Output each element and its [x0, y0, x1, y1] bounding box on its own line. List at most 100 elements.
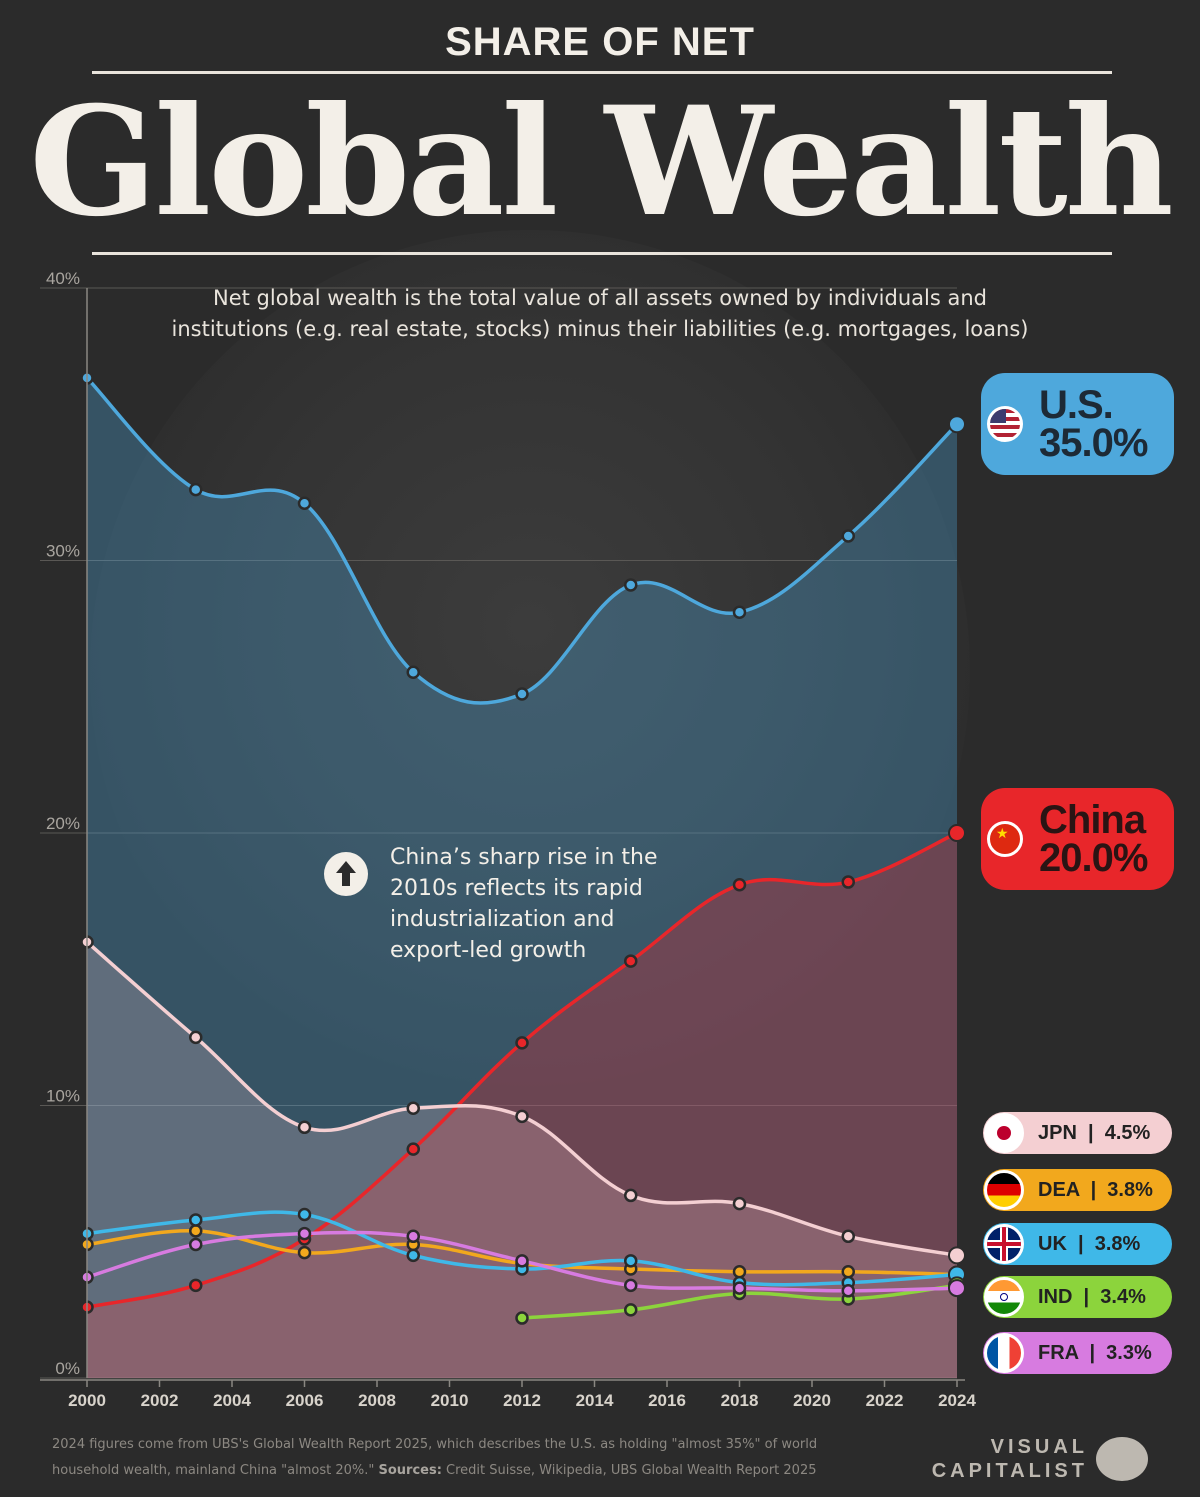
point-jpn — [624, 1188, 638, 1203]
point-jpn — [297, 1120, 312, 1135]
point-china — [515, 1036, 529, 1050]
point-ind — [624, 1303, 638, 1317]
annotation-line-1: China’s sharp rise in the — [390, 845, 658, 870]
point-uk — [189, 1213, 203, 1227]
point-jpn — [732, 1196, 747, 1211]
us-flag-icon — [987, 406, 1023, 442]
series-points — [80, 371, 966, 1325]
annotation-line-2: 2010s reflects its rapid — [390, 876, 643, 901]
sources-text: Credit Suisse, Wikipedia, UBS Global Wea… — [446, 1463, 817, 1478]
point-jpn — [948, 1246, 966, 1265]
point-dea — [189, 1224, 203, 1238]
point-fra — [297, 1226, 312, 1241]
point-us — [948, 415, 966, 434]
point-us — [732, 605, 747, 620]
china-label-name: China — [1039, 798, 1146, 842]
x-tick-label: 2024 — [938, 1391, 976, 1410]
point-us — [297, 496, 312, 511]
chart-subtitle: Net global wealth is the total value of … — [100, 283, 1100, 345]
x-tick-label: 2004 — [213, 1391, 251, 1410]
fra-label-text: FRA | 3.3% — [1038, 1341, 1152, 1364]
point-china — [841, 875, 855, 889]
background-globe — [90, 230, 970, 1110]
point-fra — [406, 1229, 420, 1244]
arrow-up-icon — [324, 852, 368, 896]
line-jpn — [85, 940, 959, 1258]
y-tick-label: 10% — [46, 1087, 80, 1106]
subtitle-line-2: institutions (e.g. real estate, stocks) … — [171, 317, 1029, 341]
logo-line-1: VISUAL — [990, 1436, 1088, 1458]
x-tick-label: 2012 — [503, 1391, 541, 1410]
footnote: 2024 figures come from UBS's Global Weal… — [52, 1432, 852, 1484]
x-tick-label: 2014 — [576, 1391, 614, 1410]
point-dea — [732, 1264, 747, 1279]
point-fra — [841, 1284, 855, 1298]
grid — [40, 287, 957, 1379]
y-tick-label: 40% — [46, 269, 80, 288]
point-dea — [297, 1245, 312, 1260]
japan-flag-icon — [984, 1113, 1024, 1153]
germany-flag-icon — [984, 1170, 1024, 1210]
point-fra — [515, 1254, 529, 1268]
point-fra — [189, 1237, 203, 1252]
x-tick-label: 2022 — [866, 1391, 904, 1410]
brand-logo-icon — [1096, 1437, 1148, 1481]
point-us — [515, 687, 529, 701]
point-china — [732, 878, 747, 892]
dea-label: DEA | 3.8% — [983, 1169, 1172, 1211]
point-uk — [624, 1254, 638, 1268]
point-china — [189, 1278, 203, 1293]
sources-label: Sources: — [378, 1463, 442, 1478]
point-uk — [406, 1248, 420, 1263]
us-label-value: 35.0% — [1039, 421, 1148, 465]
point-uk — [297, 1207, 312, 1222]
x-tick-label: 2002 — [141, 1391, 179, 1410]
china-label-value: 20.0% — [1039, 836, 1148, 880]
point-china — [624, 954, 638, 968]
x-tick-label: 2006 — [286, 1391, 324, 1410]
point-us — [624, 578, 638, 592]
x-tick-label: 2018 — [721, 1391, 759, 1410]
uk-label-text: UK | 3.8% — [1038, 1232, 1141, 1255]
bottom-rule — [92, 252, 1112, 255]
china-flag-icon: ★ — [987, 821, 1023, 857]
point-fra — [624, 1278, 638, 1293]
point-china — [948, 824, 966, 842]
jpn-label: JPN | 4.5% — [983, 1112, 1172, 1154]
uk-flag-icon — [984, 1224, 1024, 1264]
point-jpn — [406, 1101, 420, 1115]
brand-logo: VISUAL CAPITALIST — [918, 1435, 1088, 1483]
china-label: ★ China 20.0% — [981, 788, 1174, 890]
logo-line-2: CAPITALIST — [931, 1460, 1088, 1482]
annotation-line-3: industrialization and — [390, 907, 615, 932]
point-us — [189, 482, 203, 497]
fra-label: FRA | 3.3% — [983, 1332, 1172, 1374]
point-fra — [948, 1279, 966, 1298]
top-rule — [92, 71, 1112, 74]
point-jpn — [189, 1030, 203, 1045]
point-china — [406, 1142, 420, 1156]
axes: 0% 10% 20% 30% 40% 2000 2002 2004 2006 2008 2010 20… — [40, 269, 976, 1410]
ind-label-text: IND | 3.4% — [1038, 1285, 1146, 1308]
annotation-line-4: export-led growth — [390, 938, 587, 963]
page-title: Global Wealth — [29, 74, 1174, 250]
point-jpn — [515, 1109, 529, 1124]
ind-label: IND | 3.4% — [983, 1276, 1172, 1318]
point-us — [406, 665, 420, 679]
point-fra — [732, 1281, 747, 1295]
x-tick-label: 2016 — [648, 1391, 686, 1410]
footnote-text: 2024 figures come from UBS's Global Weal… — [52, 1437, 818, 1478]
india-flag-icon — [984, 1277, 1024, 1317]
y-tick-label: 20% — [46, 814, 80, 833]
point-jpn — [841, 1229, 855, 1244]
france-flag-icon — [984, 1333, 1024, 1373]
dea-label-text: DEA | 3.8% — [1038, 1178, 1153, 1201]
y-tick-label: 30% — [46, 542, 80, 561]
x-tick-label: 2008 — [358, 1391, 396, 1410]
point-dea — [841, 1264, 855, 1279]
point-ind — [515, 1311, 529, 1325]
point-us — [841, 529, 855, 543]
us-label: U.S. 35.0% — [981, 373, 1174, 475]
jpn-label-text: JPN | 4.5% — [1038, 1121, 1151, 1144]
